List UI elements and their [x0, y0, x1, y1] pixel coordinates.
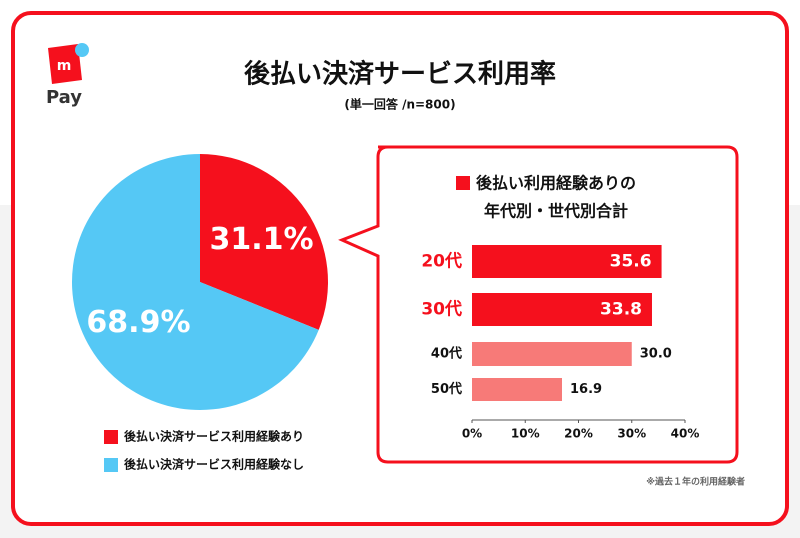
bar [472, 293, 652, 326]
x-tick-label: 30% [617, 427, 646, 441]
bar [472, 342, 632, 366]
category-label: 20代 [421, 251, 462, 272]
value-label: 16.9 [570, 382, 602, 397]
legend-label: 後払い決済サービス利用経験あり [124, 429, 304, 444]
legend-label: 後払い決済サービス利用経験なし [124, 457, 304, 472]
x-tick-label: 10% [511, 427, 540, 441]
x-tick-label: 20% [564, 427, 593, 441]
category-label: 50代 [431, 381, 462, 397]
logo-dot [75, 43, 89, 57]
title: 後払い決済サービス利用率 [244, 59, 556, 90]
bar-title: 年代別・世代別合計 [484, 202, 628, 221]
slice-label: 31.1% [209, 222, 313, 257]
note: ※過去１年の利用経験者 [646, 476, 745, 488]
slice-label: 68.9% [86, 305, 190, 340]
logo-bag [48, 44, 82, 84]
value-label: 30.0 [640, 347, 672, 362]
x-tick-label: 40% [671, 427, 700, 441]
logo-mark: m [57, 58, 72, 74]
pie-slice [72, 154, 319, 410]
value-label: 33.8 [600, 300, 642, 320]
bar [472, 245, 662, 278]
legend-swatch [104, 430, 118, 444]
value-label: 35.6 [610, 252, 652, 272]
x-tick-label: 0% [462, 427, 482, 441]
category-label: 30代 [421, 299, 462, 320]
category-label: 40代 [431, 346, 462, 362]
bar-title: 後払い利用経験ありの [476, 174, 636, 193]
logo-text: Pay [46, 87, 82, 108]
legend-swatch [104, 458, 118, 472]
title-square [456, 176, 470, 190]
subtitle: (単一回答 /n=800) [344, 97, 455, 112]
bar [472, 378, 562, 401]
pie-slice [200, 154, 329, 330]
